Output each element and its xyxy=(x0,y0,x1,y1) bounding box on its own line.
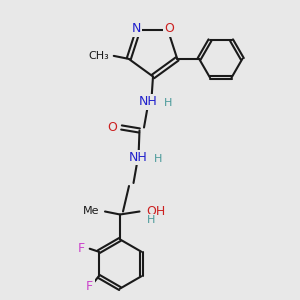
Text: NH: NH xyxy=(139,95,158,109)
Text: H: H xyxy=(146,215,155,226)
Text: F: F xyxy=(78,242,85,255)
Text: CH₃: CH₃ xyxy=(88,51,109,61)
Text: Me: Me xyxy=(82,206,99,217)
Text: O: O xyxy=(107,121,117,134)
Text: NH: NH xyxy=(129,151,147,164)
Text: OH: OH xyxy=(146,205,166,218)
Text: N: N xyxy=(132,22,141,35)
Text: F: F xyxy=(86,280,93,293)
Text: H: H xyxy=(164,98,172,109)
Text: H: H xyxy=(154,154,162,164)
Text: O: O xyxy=(165,22,174,35)
